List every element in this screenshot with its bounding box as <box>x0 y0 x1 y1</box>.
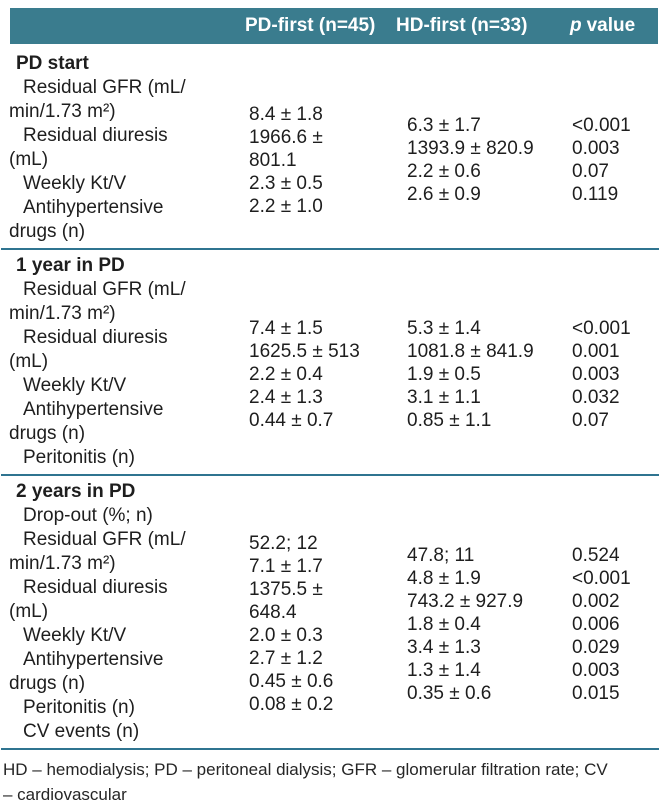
table-section: PD start Residual GFR (mL/ min/1.73 m²) Re… <box>1 48 659 248</box>
hd-value: 1.9 ± 0.5 <box>407 363 481 385</box>
hd-first-column: 5.3 ± 1.4 1081.8 ± 841.9 1.9 ± 0.5 3.1 ± 1.… <box>396 317 558 432</box>
hd-value: 1.3 ± 1.4 <box>407 659 481 681</box>
pd-value: 1375.5 ± 648.4 <box>249 579 323 623</box>
p-value: 0.524 <box>572 544 620 566</box>
hd-value: 4.8 ± 1.9 <box>407 567 481 589</box>
pd-value: 1625.5 ± 513 <box>249 340 360 362</box>
row-label: Weekly Kt/V <box>23 625 127 646</box>
label-column: Residual GFR (mL/ min/1.73 m²) Residual d… <box>1 278 239 470</box>
p-value: 0.003 <box>572 138 620 159</box>
hd-value: 3.4 ± 1.3 <box>407 636 481 658</box>
p-value: 0.003 <box>572 659 620 681</box>
p-value: 0.002 <box>572 590 620 612</box>
p-value: 0.003 <box>572 363 620 385</box>
pd-first-column: 52.2; 12 7.1 ± 1.7 1375.5 ± 648.4 2.0 ± 0.3… <box>239 532 396 716</box>
section-row: Residual GFR (mL/ min/1.73 m²) Residual d… <box>1 76 659 244</box>
p-value: <0.001 <box>572 567 631 589</box>
p-value: 0.119 <box>572 184 619 205</box>
p-value-column: <0.001 0.003 0.07 0.119 <box>558 114 658 206</box>
p-value: 0.07 <box>572 409 609 431</box>
row-label: Residual GFR (mL/ min/1.73 m²) <box>9 279 186 324</box>
pd-value: 8.4 ± 1.8 <box>249 103 323 125</box>
hd-value: 1393.9 ± 820.9 <box>407 138 534 159</box>
pd-value: 52.2; 12 <box>249 533 318 554</box>
pd-value: 0.08 ± 0.2 <box>249 694 334 715</box>
row-label: Residual GFR (mL/ min/1.73 m²) <box>9 529 186 574</box>
pd-value: 7.1 ± 1.7 <box>249 556 323 577</box>
p-value-column: 0.524 <0.001 0.002 0.006 0.029 0.003 0.015 <box>558 544 658 705</box>
hd-value: 0.35 ± 0.6 <box>407 682 492 704</box>
label-column: Residual GFR (mL/ min/1.73 m²) Residual d… <box>1 76 239 244</box>
table-section: 1 year in PD Residual GFR (mL/ min/1.73 m… <box>1 248 659 474</box>
header-hd-first: HD-first (n=33) <box>396 15 528 36</box>
section-row: Residual GFR (mL/ min/1.73 m²) Residual d… <box>1 278 659 470</box>
hd-value: 1.8 ± 0.4 <box>407 613 481 635</box>
hd-value: 0.85 ± 1.1 <box>407 409 492 431</box>
row-label: Peritonitis (n) <box>23 697 135 718</box>
p-value: <0.001 <box>572 115 631 136</box>
section-title: 1 year in PD <box>16 255 125 276</box>
row-label: Antihypertensive drugs (n) <box>9 197 164 242</box>
pd-value: 2.0 ± 0.3 <box>249 625 323 646</box>
hd-first-column: 6.3 ± 1.7 1393.9 ± 820.9 2.2 ± 0.6 2.6 ± 0.… <box>396 114 558 206</box>
table-section: 2 years in PD Drop-out (%; n) Residual GFR… <box>1 474 659 748</box>
pd-first-column: 8.4 ± 1.8 1966.6 ± 801.1 2.3 ± 0.5 2.2 ± 1.… <box>239 103 396 218</box>
hd-value: 2.6 ± 0.9 <box>407 184 481 205</box>
hd-value: 2.2 ± 0.6 <box>407 161 481 182</box>
p-rest-label: value <box>586 15 636 36</box>
section-row: Drop-out (%; n) Residual GFR (mL/ min/1.7… <box>1 504 659 744</box>
p-value: 0.015 <box>572 682 620 704</box>
hd-first-column: 47.8; 11 4.8 ± 1.9 743.2 ± 927.9 1.8 ± 0.4 3… <box>396 544 558 705</box>
pd-first-column: 7.4 ± 1.5 1625.5 ± 513 2.2 ± 0.4 2.4 ± 1.3 0… <box>239 317 396 432</box>
p-value-column: <0.001 0.001 0.003 0.032 0.07 <box>558 317 658 432</box>
pd-value: 2.4 ± 1.3 <box>249 386 323 408</box>
hd-value: 47.8; 11 <box>407 544 475 566</box>
row-label: Weekly Kt/V <box>23 375 127 396</box>
table-body: PD start Residual GFR (mL/ min/1.73 m²) Re… <box>1 48 659 748</box>
p-value: 0.07 <box>572 161 609 182</box>
row-label: Weekly Kt/V <box>23 173 127 194</box>
hd-value: 3.1 ± 1.1 <box>407 386 481 408</box>
header-pd-first: PD-first (n=45) <box>245 15 376 36</box>
row-label: Antihypertensive drugs (n) <box>9 399 164 444</box>
pd-value: 7.4 ± 1.5 <box>249 317 323 339</box>
p-italic-label: p <box>570 15 582 36</box>
table-header-row: PD-first (n=45) HD-first (n=33) p value <box>10 8 658 44</box>
p-value: <0.001 <box>572 317 631 339</box>
pd-value: 0.45 ± 0.6 <box>249 671 334 692</box>
row-label: Drop-out (%; n) <box>23 505 153 526</box>
label-column: Drop-out (%; n) Residual GFR (mL/ min/1.7… <box>1 504 239 744</box>
row-label: CV events (n) <box>23 721 140 742</box>
hd-value: 5.3 ± 1.4 <box>407 317 481 339</box>
row-label: Residual diuresis (mL) <box>9 125 168 170</box>
p-value: 0.006 <box>572 613 620 635</box>
p-value: 0.001 <box>572 340 620 362</box>
hd-value: 743.2 ± 927.9 <box>407 590 524 612</box>
pd-value: 2.2 ± 0.4 <box>249 363 323 385</box>
hd-value: 1081.8 ± 841.9 <box>407 340 534 362</box>
row-label: Residual GFR (mL/ min/1.73 m²) <box>9 77 186 122</box>
row-label: Residual diuresis (mL) <box>9 327 168 372</box>
bottom-rule <box>1 748 659 750</box>
section-title: 2 years in PD <box>16 481 136 502</box>
pd-value: 0.44 ± 0.7 <box>249 409 334 431</box>
pd-value: 2.7 ± 1.2 <box>249 648 323 669</box>
header-p-value: p value <box>558 15 658 37</box>
row-label: Peritonitis (n) <box>23 447 135 468</box>
pd-value: 2.2 ± 1.0 <box>249 195 323 217</box>
pd-value: 2.3 ± 0.5 <box>249 172 323 194</box>
abbreviations-footnote: HD – hemodialysis; PD – peritoneal dialy… <box>3 760 608 804</box>
row-label: Residual diuresis (mL) <box>9 577 168 622</box>
section-title: PD start <box>16 53 89 74</box>
p-value: 0.032 <box>572 386 620 408</box>
pd-value: 1966.6 ± 801.1 <box>249 126 323 171</box>
hd-value: 6.3 ± 1.7 <box>407 115 481 136</box>
p-value: 0.029 <box>572 636 620 658</box>
row-label: Antihypertensive drugs (n) <box>9 649 164 694</box>
